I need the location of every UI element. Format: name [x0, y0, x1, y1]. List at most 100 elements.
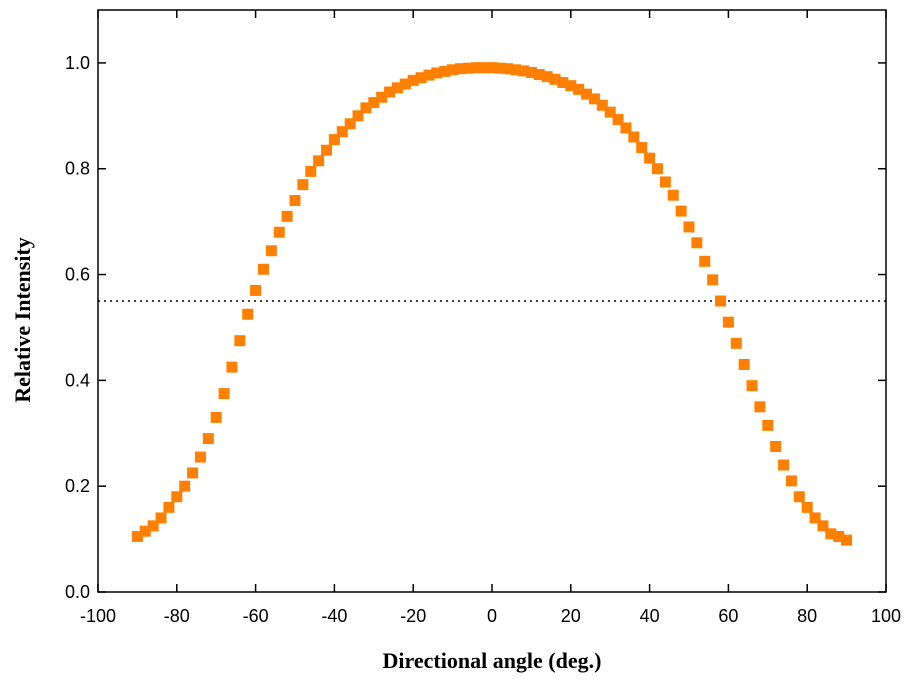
marker [289, 194, 301, 206]
marker [470, 62, 482, 74]
x-tick-label: -80 [164, 606, 190, 626]
y-tick-label: 0.6 [65, 265, 90, 285]
marker [525, 66, 537, 78]
marker [573, 83, 585, 95]
marker [305, 165, 317, 177]
marker [202, 433, 214, 445]
marker [250, 284, 262, 296]
x-tick-label: 60 [718, 606, 738, 626]
marker [691, 237, 703, 249]
x-tick-label: 40 [640, 606, 660, 626]
marker [533, 69, 545, 81]
marker [715, 295, 727, 307]
marker [809, 512, 821, 524]
marker [297, 179, 309, 191]
marker [265, 245, 277, 257]
x-tick-label: -20 [400, 606, 426, 626]
marker [596, 99, 608, 111]
marker [321, 144, 333, 156]
marker [833, 530, 845, 542]
marker [360, 102, 372, 114]
marker [612, 114, 624, 126]
marker [147, 520, 159, 532]
marker [762, 419, 774, 431]
marker [581, 88, 593, 100]
x-tick-label: 20 [561, 606, 581, 626]
marker [415, 72, 427, 84]
marker [155, 512, 167, 524]
marker [344, 118, 356, 130]
marker [179, 480, 191, 492]
marker [376, 91, 388, 103]
marker [407, 74, 419, 86]
marker [313, 155, 325, 167]
marker [328, 134, 340, 146]
marker [730, 337, 742, 349]
marker [754, 401, 766, 413]
marker [352, 110, 364, 122]
marker [707, 274, 719, 286]
marker [825, 528, 837, 540]
marker [628, 131, 640, 143]
x-tick-label: -60 [243, 606, 269, 626]
x-tick-label: 100 [871, 606, 901, 626]
marker [187, 467, 199, 479]
marker [194, 451, 206, 463]
marker [644, 152, 656, 164]
marker [841, 534, 853, 546]
y-axis-title: Relative Intensity [10, 237, 35, 403]
marker [273, 226, 285, 238]
marker [683, 221, 695, 233]
marker [817, 520, 829, 532]
marker [604, 106, 616, 118]
x-tick-label: -40 [321, 606, 347, 626]
marker [722, 316, 734, 328]
y-tick-label: 0.4 [65, 370, 90, 390]
marker [368, 97, 380, 109]
marker [651, 163, 663, 175]
marker [399, 78, 411, 90]
marker [502, 63, 514, 75]
marker [667, 189, 679, 201]
marker [636, 142, 648, 154]
marker [226, 361, 238, 373]
marker [439, 65, 451, 77]
marker [234, 335, 246, 347]
marker [454, 63, 466, 75]
marker [257, 263, 269, 275]
x-tick-label: 80 [797, 606, 817, 626]
marker [391, 82, 403, 94]
marker [447, 64, 459, 76]
marker [494, 62, 506, 74]
marker [478, 62, 490, 74]
marker [518, 65, 530, 77]
marker [541, 71, 553, 83]
x-tick-label: -100 [80, 606, 116, 626]
marker [171, 491, 183, 503]
marker [785, 475, 797, 487]
y-tick-label: 1.0 [65, 53, 90, 73]
marker [793, 491, 805, 503]
x-tick-label: 0 [487, 606, 497, 626]
marker [131, 530, 143, 542]
marker [163, 501, 175, 513]
marker [281, 210, 293, 222]
marker [549, 73, 561, 85]
marker [218, 388, 230, 400]
marker [210, 411, 222, 423]
marker [675, 205, 687, 217]
marker [423, 69, 435, 81]
marker [565, 80, 577, 92]
marker [336, 126, 348, 138]
marker [746, 380, 758, 392]
marker [510, 64, 522, 76]
marker [384, 86, 396, 98]
marker [557, 76, 569, 88]
marker [770, 441, 782, 452]
marker [462, 62, 474, 74]
marker [738, 358, 750, 370]
y-tick-label: 0.8 [65, 159, 90, 179]
marker [801, 501, 813, 513]
marker [588, 93, 600, 105]
